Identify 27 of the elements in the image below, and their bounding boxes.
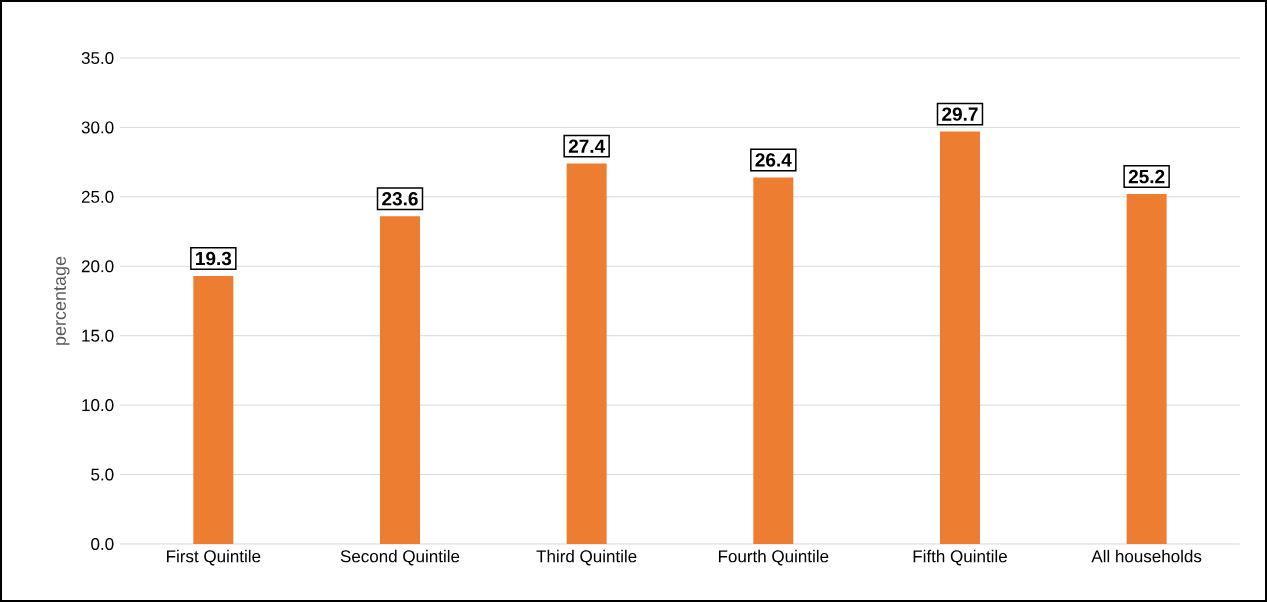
x-tick-label: Fourth Quintile [718,549,829,566]
bar [380,216,420,544]
data-label: 26.4 [755,153,792,167]
bar [1126,194,1167,544]
data-label: 25.2 [1128,169,1165,184]
y-tick-label: 10.0 [82,399,114,412]
data-label: 23.6 [382,192,418,206]
x-tick-label: Second Quintile [340,549,460,566]
y-tick-label: 35.0 [81,51,114,65]
y-tick-label: 15.0 [82,329,114,342]
y-tick-label: 25.0 [81,190,114,203]
y-axis-title: percentage [54,256,70,345]
x-tick-label: All households [1091,549,1202,563]
y-tick-label: 30.0 [81,121,114,134]
data-label: 19.3 [196,251,232,266]
x-tick-label: First Quintile [167,549,261,566]
bar [193,276,234,544]
y-tick-label: 20.0 [81,260,114,273]
y-tick-label: 5.0 [91,468,114,481]
data-label: 29.7 [942,107,978,121]
x-tick-label: Fifth Quintile [913,549,1007,566]
bar [939,131,980,544]
data-label: 27.4 [568,139,606,153]
y-tick-label: 0.0 [91,537,114,551]
bar [753,177,794,544]
x-tick-label: Third Quintile [536,549,637,566]
bar [566,163,607,544]
